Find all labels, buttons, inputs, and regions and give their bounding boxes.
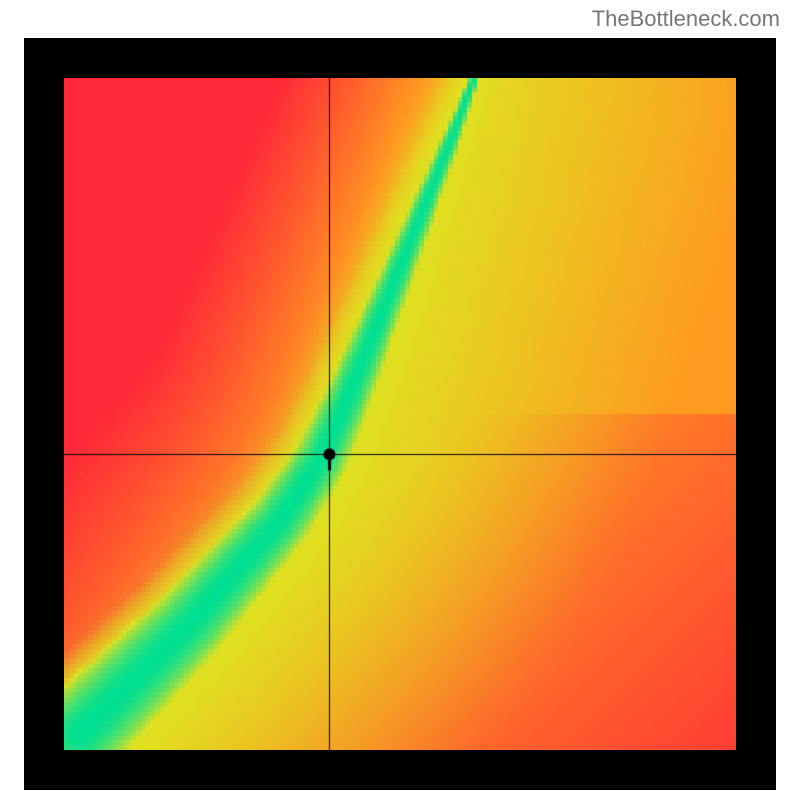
chart-container: TheBottleneck.com bbox=[0, 0, 800, 800]
chart-frame bbox=[24, 38, 776, 790]
crosshair-overlay bbox=[64, 78, 736, 750]
attribution-text: TheBottleneck.com bbox=[592, 6, 780, 32]
